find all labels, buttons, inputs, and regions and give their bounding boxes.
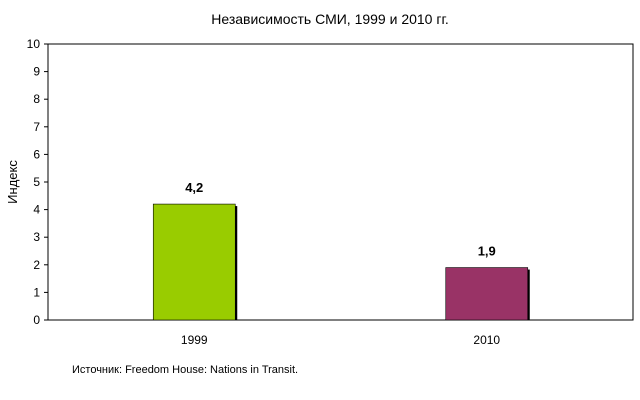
y-tick-label: 5	[33, 175, 40, 189]
source-note: Источник: Freedom House: Nations in Tran…	[72, 364, 298, 376]
y-tick-label: 3	[33, 230, 40, 244]
bar-2010	[445, 267, 529, 321]
value-labels: 4,2 1,9	[185, 180, 496, 258]
y-tick-label: 2	[33, 258, 40, 272]
bars	[152, 203, 530, 321]
y-tick-label: 1	[33, 285, 40, 299]
plot-area	[47, 43, 634, 321]
y-tick-label: 10	[27, 37, 41, 51]
y-tick-label: 8	[33, 92, 40, 106]
value-label: 4,2	[185, 180, 203, 195]
bar-1999	[152, 203, 236, 321]
y-axis-label: Индекс	[5, 160, 20, 204]
x-tick-label: 1999	[181, 333, 208, 347]
y-tick-label: 9	[33, 65, 40, 79]
y-tick-label: 7	[33, 120, 40, 134]
y-axis-ticks: 0 1 2 3 4 5 6 7 8 9 10	[27, 37, 48, 327]
value-label: 1,9	[478, 244, 496, 259]
y-tick-label: 0	[33, 313, 40, 327]
chart-title: Независимость СМИ, 1999 и 2010 гг.	[211, 11, 449, 27]
x-tick-label: 2010	[473, 333, 500, 347]
y-tick-label: 6	[33, 147, 40, 161]
x-axis-labels: 1999 2010	[181, 333, 501, 347]
y-tick-label: 4	[33, 203, 40, 217]
